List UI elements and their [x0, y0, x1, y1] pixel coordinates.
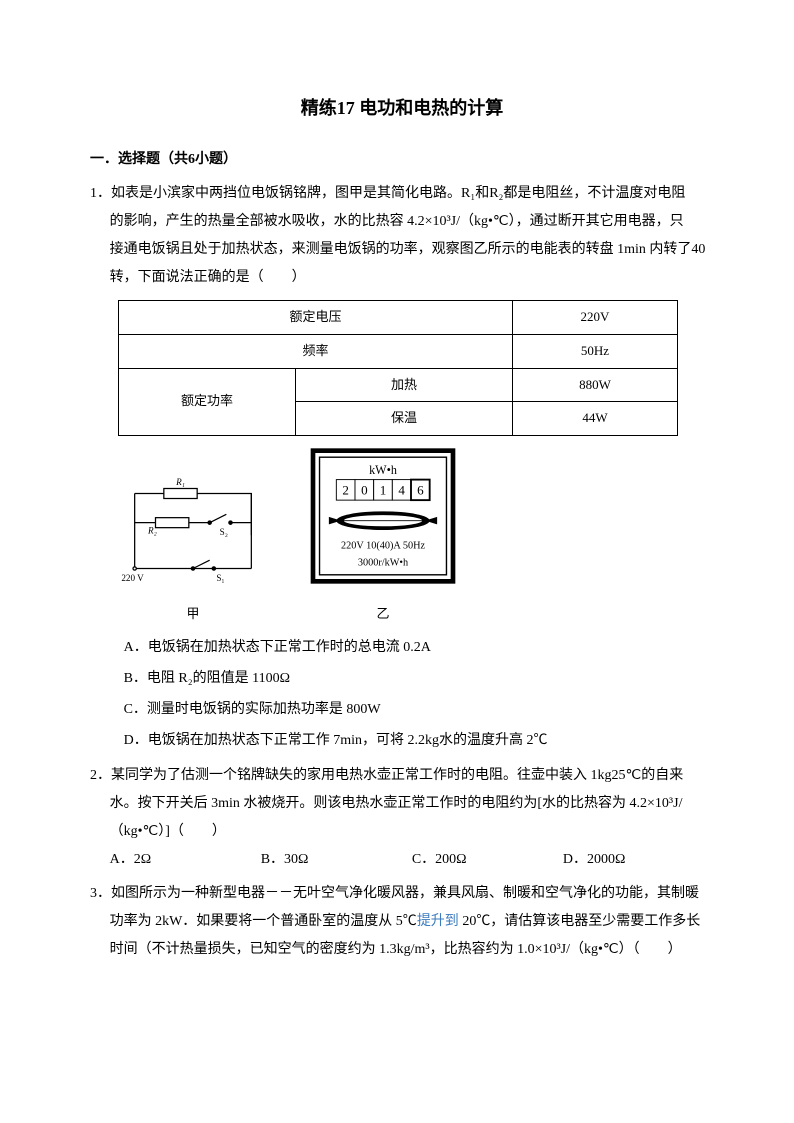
q2-choice-d: D．2000Ω	[563, 846, 714, 874]
q2-stem-line2: 水。按下开关后 3min 水被烧开。则该电热水壶正常工作时的电阻约为[水的比热容…	[90, 790, 714, 818]
circuit-svg: R₁ R₂ S₂ S₁ 220 V	[118, 476, 268, 586]
q1-stem-line4: 转，下面说法正确的是（ ）	[90, 264, 714, 292]
q1-stem-line1: 如表是小滨家中两挡位电饭锅铭牌，图甲是其简化电路。R₁和R₂都是电阻丝，不计温度…	[111, 186, 685, 201]
q3-stem-line2c: 20℃，请估算该电器至少需要工作多长	[459, 914, 701, 929]
q1-choice-d: D．电饭锅在加热状态下正常工作 7min，可将 2.2kg水的温度升高 2℃	[124, 726, 714, 757]
q1-choice-b: B．电阻 R₂的阻值是 1100Ω	[124, 664, 714, 695]
spec-rated-voltage-label: 额定电压	[119, 301, 513, 335]
meter-digit-2: 0	[361, 483, 368, 498]
circuit-caption: 甲	[118, 601, 268, 627]
spec-rated-power-label: 额定功率	[119, 368, 296, 436]
spec-rated-voltage-value: 220V	[513, 301, 678, 335]
spec-keepwarm-value: 44W	[513, 402, 678, 436]
question-3: 3．如图所示为一种新型电器－－无叶空气净化暖风器，兼具风扇、制暖和空气净化的功能…	[90, 880, 714, 964]
meter-unit: kW•h	[369, 463, 397, 477]
q1-number: 1．	[90, 186, 111, 201]
meter-svg: kW•h 2 0 1 4 6	[308, 446, 458, 586]
q1-stem-line3: 接通电饭锅且处于加热状态，来测量电饭锅的功率，观察图乙所示的电能表的转盘 1mi…	[90, 236, 714, 264]
spec-heating-value: 880W	[513, 368, 678, 402]
meter-line2: 3000r/kW•h	[358, 558, 408, 569]
meter-caption: 乙	[308, 601, 458, 627]
q3-number: 3．	[90, 886, 111, 901]
q3-highlight: 提升到	[417, 914, 459, 929]
meter-digit-5: 6	[417, 483, 424, 498]
circuit-diagram: R₁ R₂ S₂ S₁ 220 V 甲	[118, 476, 268, 627]
q3-stem-line3: 时间（不计热量损失，已知空气的密度约为 1.3kg/m³，比热容约为 1.0×1…	[90, 936, 714, 964]
q2-stem-line1: 某同学为了估测一个铭牌缺失的家用电热水壶正常工作时的电阻。往壶中装入 1kg25…	[111, 768, 683, 783]
label-r1: R₁	[175, 477, 185, 487]
label-220v: 220 V	[121, 573, 144, 583]
q1-figures: R₁ R₂ S₂ S₁ 220 V 甲 kW•h 2	[118, 446, 714, 627]
section-heading: 一．选择题（共6小题）	[90, 146, 714, 174]
q2-number: 2．	[90, 768, 111, 783]
q2-stem-line3: （kg•℃）]（ ）	[90, 818, 714, 846]
q2-choice-b: B．30Ω	[261, 846, 412, 874]
meter-digit-4: 4	[398, 483, 405, 498]
spec-frequency-value: 50Hz	[513, 334, 678, 368]
meter-digit-3: 1	[380, 483, 387, 498]
question-1: 1．如表是小滨家中两挡位电饭锅铭牌，图甲是其简化电路。R₁和R₂都是电阻丝，不计…	[90, 180, 714, 756]
label-s2: S₂	[220, 527, 228, 537]
q1-choice-c: C．测量时电饭锅的实际加热功率是 800W	[124, 695, 714, 726]
spec-keepwarm-label: 保温	[296, 402, 513, 436]
meter-digit-1: 2	[342, 483, 349, 498]
q2-choice-a: A．2Ω	[110, 846, 261, 874]
q1-choice-a: A．电饭锅在加热状态下正常工作时的总电流 0.2A	[124, 633, 714, 664]
label-r2: R₂	[147, 526, 157, 536]
spec-frequency-label: 频率	[119, 334, 513, 368]
q3-stem-line2a: 功率为 2kW．如果要将一个普通卧室的温度从 5℃	[110, 914, 417, 929]
question-2: 2．某同学为了估测一个铭牌缺失的家用电热水壶正常工作时的电阻。往壶中装入 1kg…	[90, 762, 714, 874]
q1-stem-line2: 的影响，产生的热量全部被水吸收，水的比热容 4.2×10³J/（kg•℃），通过…	[90, 208, 714, 236]
meter-line1: 220V 10(40)A 50Hz	[341, 541, 426, 552]
q3-stem-line1: 如图所示为一种新型电器－－无叶空气净化暖风器，兼具风扇、制暖和空气净化的功能，其…	[111, 886, 699, 901]
label-s1: S₁	[216, 573, 224, 583]
q2-choice-c: C．200Ω	[412, 846, 563, 874]
energy-meter: kW•h 2 0 1 4 6	[308, 446, 458, 627]
q1-spec-table: 额定电压 220V 频率 50Hz 额定功率 加热 880W 保温 44W	[118, 300, 678, 436]
page-title: 精练17 电功和电热的计算	[90, 90, 714, 126]
spec-heating-label: 加热	[296, 368, 513, 402]
